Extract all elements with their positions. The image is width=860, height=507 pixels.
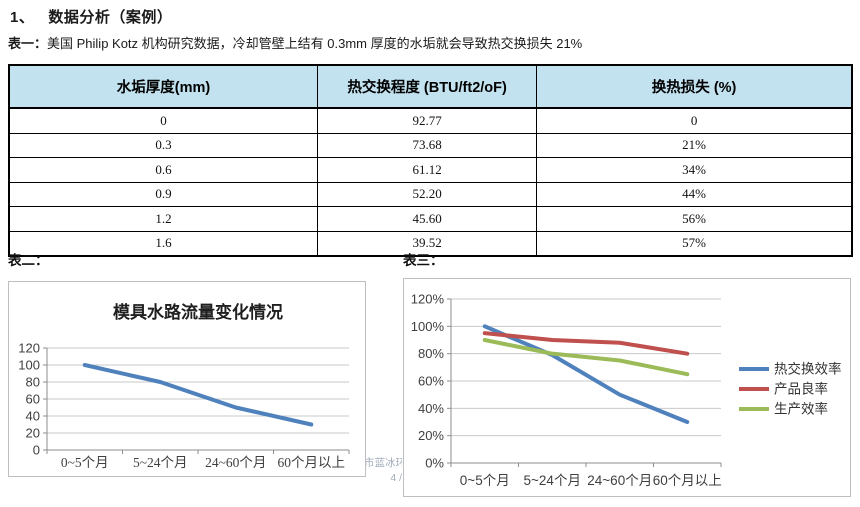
x-axis-tick-label: 0~5个月 (61, 455, 109, 470)
chart-title: 模具水路流量变化情况 (113, 302, 283, 322)
legend-label: 热交换效率 (774, 361, 842, 377)
y-axis-tick-label: 20% (418, 428, 444, 443)
series-line (482, 324, 690, 424)
table-cell: 0.9 (8, 181, 319, 207)
y-axis-tick-label: 60% (418, 374, 444, 389)
table1-header-row: 水垢厚度(mm) 热交换程度 (BTU/ft2/oF) 换热损失 (%) (8, 64, 853, 109)
table-row: 0.6 61.12 34% (8, 157, 853, 183)
table-cell: 45.60 (317, 206, 538, 232)
footer-watermark: 市蓝冰环 4 / (364, 456, 402, 486)
y-axis-tick-label: 120 (18, 341, 40, 356)
y-axis-tick-label: 100 (18, 358, 40, 373)
table-cell: 34% (536, 157, 853, 183)
y-axis-tick-label: 40 (26, 409, 40, 424)
page-title: 1、 数据分析（案例） (10, 6, 172, 27)
flow-rate-chart-canvas: 0 20 40 60 80 100 120 0~5个月 5~24个月 24~60个月 60个月以上 模… (18, 302, 350, 470)
y-axis-tick-label: 40% (418, 401, 444, 416)
legend-label: 生产效率 (774, 401, 828, 417)
table-row: 0 92.77 0 (8, 107, 853, 134)
series-line (482, 331, 690, 356)
table-cell: 0 (8, 107, 319, 134)
x-axis-tick-label: 24~60个月 (587, 473, 652, 488)
column-header: 换热损失 (%) (536, 64, 853, 109)
table-row: 1.2 45.60 56% (8, 206, 853, 232)
scale-data-table: 水垢厚度(mm) 热交换程度 (BTU/ft2/oF) 换热损失 (%) 0 92.7… (8, 64, 853, 257)
table-cell: 52.20 (317, 181, 538, 207)
footer-page-number: 4 / (390, 472, 402, 484)
table-row: 0.3 73.68 21% (8, 132, 853, 158)
table-cell: 0.3 (8, 132, 319, 158)
x-axis-tick-label: 0~5个月 (460, 473, 510, 488)
table-cell: 56% (536, 206, 853, 232)
table-cell: 0.6 (8, 157, 319, 183)
table-cell: 1.2 (8, 206, 319, 232)
table-cell: 21% (536, 132, 853, 158)
page-title-number: 1、 (10, 9, 35, 26)
column-header: 水垢厚度(mm) (8, 64, 319, 109)
table2-label: 表二： (8, 253, 49, 268)
table1-body: 0 92.77 0 0.3 73.68 21% 0.6 61.12 34% 0.9 52.20 44%… (8, 107, 853, 257)
page-title-text: 数据分析（案例） (48, 9, 173, 26)
y-axis-tick-label: 0 (33, 443, 40, 458)
table-cell: 57% (536, 230, 853, 257)
table1-caption: 表一：美国 Philip Kotz 机构研究数据，冷却管壁上结有 0.3mm 厚… (8, 33, 582, 52)
table1-caption-text: 美国 Philip Kotz 机构研究数据，冷却管壁上结有 0.3mm 厚度的水… (47, 36, 583, 51)
table1-label: 表一： (8, 36, 48, 51)
table-cell: 73.68 (317, 132, 538, 158)
table-row: 1.6 39.52 57% (8, 230, 853, 257)
table-cell: 39.52 (317, 230, 538, 257)
y-axis-tick-label: 80% (418, 346, 444, 361)
efficiency-chart: 0% 20% 40% 60% 80% 100% 120% 0~5个月 5~24个月 24~60个月… (403, 278, 851, 497)
y-axis-tick-label: 60 (26, 392, 40, 407)
table-cell: 44% (536, 181, 853, 207)
series-line (482, 338, 690, 377)
series-line (82, 363, 314, 427)
table-cell: 0 (536, 107, 853, 134)
y-axis-tick-label: 20 (26, 426, 40, 441)
x-axis-tick-label: 24~60个月 (205, 455, 266, 470)
y-axis-tick-label: 100% (411, 319, 445, 334)
table-cell: 61.12 (317, 157, 538, 183)
x-axis-tick-label: 60个月以上 (278, 455, 346, 470)
footer-watermark-text: 市蓝冰环 (364, 457, 402, 469)
flow-rate-chart: 0 20 40 60 80 100 120 0~5个月 5~24个月 24~60个月 60个月以上 模… (8, 281, 366, 477)
x-axis-tick-label: 5~24个月 (133, 455, 188, 470)
table-cell: 1.6 (8, 230, 319, 257)
y-axis-tick-label: 120% (411, 292, 445, 307)
table-row: 0.9 52.20 44% (8, 181, 853, 207)
table-cell: 92.77 (317, 107, 538, 134)
y-axis-tick-label: 80 (26, 375, 40, 390)
table3-label: 表三： (403, 253, 444, 268)
x-axis-tick-label: 5~24个月 (524, 473, 581, 488)
efficiency-chart-canvas: 0% 20% 40% 60% 80% 100% 120% 0~5个月 5~24个月 24~60个月… (411, 292, 842, 489)
y-axis-tick-label: 0% (425, 456, 444, 471)
legend-label: 产品良率 (774, 381, 828, 397)
column-header: 热交换程度 (BTU/ft2/oF) (317, 64, 538, 109)
x-axis-tick-label: 60个月以上 (653, 473, 722, 488)
